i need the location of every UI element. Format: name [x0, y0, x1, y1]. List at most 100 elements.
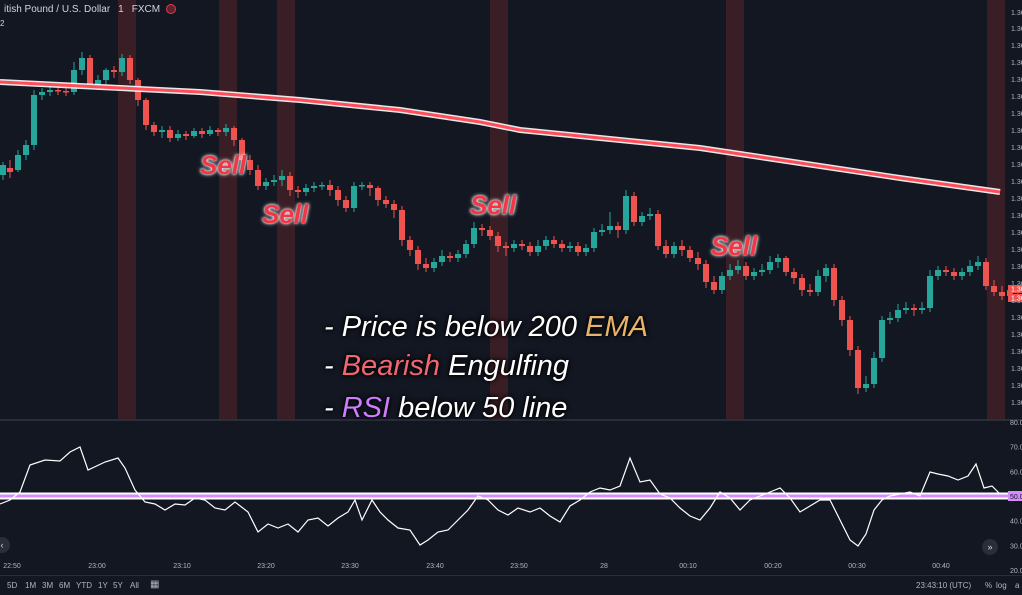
bearish-candle — [615, 226, 621, 230]
calendar-icon[interactable]: ▦ — [150, 579, 160, 590]
price-tick-label: 1.36 — [1011, 94, 1022, 101]
bullish-candle — [567, 246, 573, 248]
rsi-tick-label: 50.0 — [1010, 494, 1022, 501]
rsi-tick-label: 40.0 — [1010, 519, 1022, 526]
scroll-left-icon[interactable]: ‹ — [0, 537, 10, 553]
price-tick-label: 1.36 — [1011, 349, 1022, 356]
bearish-candle — [791, 272, 797, 278]
price-tick-label: 1.36 — [1011, 213, 1022, 220]
log-scale-toggle[interactable]: log — [996, 581, 1007, 590]
bullish-candle — [103, 70, 109, 80]
bullish-candle — [0, 165, 6, 175]
rsi-pane — [0, 446, 1008, 547]
bullish-candle — [823, 268, 829, 276]
bearish-candle — [391, 204, 397, 210]
timeframe-all[interactable]: All — [130, 581, 139, 590]
price-tick-label: 1.36 — [1011, 43, 1022, 50]
timeframe-6m[interactable]: 6M — [59, 581, 71, 590]
price-tick-label: 1.36 — [1011, 247, 1022, 254]
bearish-candle — [199, 131, 205, 134]
bearish-candle — [559, 244, 565, 248]
bottom-toolbar: 5D 1M 3M 6M YTD 1Y 5Y All ▦ 23:43:10 (UT… — [0, 575, 1022, 595]
bearish-candle — [807, 290, 813, 292]
price-tick-label: 1.36 — [1011, 366, 1022, 373]
rsi-line — [0, 446, 1001, 547]
bearish-candle — [527, 246, 533, 252]
bullish-candle — [895, 310, 901, 318]
bullish-candle — [735, 266, 741, 270]
bullish-candle — [775, 258, 781, 262]
timeframe-3m[interactable]: 3M — [42, 581, 54, 590]
condition-text: - Price is below 200 — [324, 311, 586, 343]
bullish-candle — [159, 130, 165, 132]
timeframe-5d[interactable]: 5D — [7, 581, 18, 590]
auto-scale-toggle[interactable]: a — [1015, 581, 1020, 590]
bullish-candle — [647, 214, 653, 216]
price-tick-label: 1.36 — [1011, 26, 1022, 33]
price-tick-label: 1.36 — [1011, 77, 1022, 84]
bearish-candle — [983, 262, 989, 286]
bullish-candle — [279, 176, 285, 180]
bearish-candle — [687, 250, 693, 258]
ema-price-tag — [1008, 294, 1022, 302]
utc-clock[interactable]: 23:43:10 (UTC) — [916, 581, 972, 590]
scroll-right-icon[interactable]: » — [982, 539, 998, 555]
bullish-candle — [223, 128, 229, 132]
interval-label[interactable]: 1 — [118, 3, 124, 15]
bearish-candle — [287, 176, 293, 190]
time-tick-label: 00:30 — [848, 563, 866, 570]
highlight-band — [987, 0, 1005, 420]
bearish-candle — [215, 130, 221, 132]
bearish-candle — [695, 258, 701, 264]
market-status-icon[interactable] — [166, 4, 177, 14]
bullish-candle — [263, 182, 269, 186]
sell-annotation-2: Sell — [262, 199, 309, 229]
bullish-candle — [975, 262, 981, 266]
bullish-candle — [535, 246, 541, 252]
timeframe-1y[interactable]: 1Y — [98, 581, 108, 590]
condition-text: below 50 line — [390, 392, 568, 424]
time-tick-label: 23:40 — [426, 563, 444, 570]
bullish-candle — [727, 270, 733, 276]
bearish-candle — [943, 270, 949, 272]
highlight-band — [219, 0, 237, 420]
symbol-name[interactable]: itish Pound / U.S. Dollar — [4, 3, 111, 15]
bullish-candle — [359, 185, 365, 187]
bearish-candle — [127, 58, 133, 80]
bullish-candle — [967, 266, 973, 272]
price-tick-label: 1.36 — [1011, 128, 1022, 135]
sell-annotation-1: Sell — [200, 150, 247, 180]
bearish-candle — [447, 256, 453, 258]
timeframe-1m[interactable]: 1M — [25, 581, 37, 590]
current-price-label: 1.36 — [1011, 287, 1022, 294]
bearish-candle — [839, 300, 845, 320]
bearish-candle — [143, 100, 149, 125]
rsi-tick-label: 80.0 — [1010, 420, 1022, 427]
timeframe-ytd[interactable]: YTD — [76, 581, 92, 590]
time-tick-label: 28 — [600, 563, 608, 570]
bearish-candle — [111, 70, 117, 72]
bullish-candle — [191, 131, 197, 136]
percent-scale-toggle[interactable]: % — [985, 581, 993, 590]
bearish-candle — [575, 246, 581, 252]
bearish-candle — [63, 91, 69, 93]
bearish-candle — [631, 196, 637, 222]
bearish-candle — [423, 264, 429, 268]
ema-200-line — [0, 80, 1001, 194]
time-tick-label: 23:50 — [510, 563, 528, 570]
bullish-candle — [863, 384, 869, 388]
bullish-candle — [751, 272, 757, 276]
price-tick-label: 1.36 — [1011, 281, 1022, 288]
bullish-candle — [959, 272, 965, 276]
timeframe-5y[interactable]: 5Y — [113, 581, 123, 590]
bullish-candle — [47, 90, 53, 92]
bearish-candle — [407, 240, 413, 250]
bearish-candle — [487, 230, 493, 236]
condition-text: - — [324, 350, 342, 382]
time-tick-label: 23:20 — [257, 563, 275, 570]
condition-text: Engulfing — [440, 350, 570, 382]
bearish-candle — [519, 244, 525, 246]
highlight-bands — [118, 0, 1005, 420]
